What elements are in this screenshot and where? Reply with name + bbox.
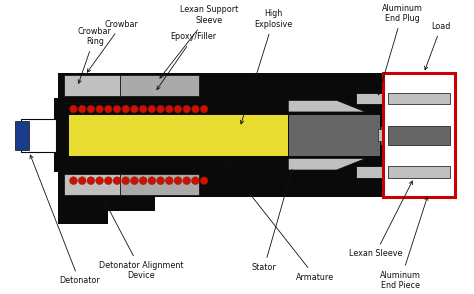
Bar xyxy=(64,174,120,195)
Bar xyxy=(16,121,29,150)
Circle shape xyxy=(104,105,112,113)
Circle shape xyxy=(87,177,95,185)
Text: Aluminum
End Plug: Aluminum End Plug xyxy=(378,4,423,95)
Circle shape xyxy=(200,177,208,185)
Circle shape xyxy=(183,177,191,185)
Text: Crowbar
Ring: Crowbar Ring xyxy=(78,27,112,83)
Circle shape xyxy=(157,105,164,113)
Text: Stator: Stator xyxy=(252,170,293,272)
Circle shape xyxy=(113,105,121,113)
Bar xyxy=(356,93,416,104)
Text: Lexan Sleeve: Lexan Sleeve xyxy=(348,181,412,258)
Bar xyxy=(21,119,56,152)
Polygon shape xyxy=(288,158,365,170)
Circle shape xyxy=(130,177,138,185)
Circle shape xyxy=(96,105,103,113)
Bar xyxy=(383,73,455,197)
Circle shape xyxy=(148,177,156,185)
Circle shape xyxy=(113,177,121,185)
Circle shape xyxy=(165,105,173,113)
Circle shape xyxy=(70,177,77,185)
Bar xyxy=(58,156,377,172)
Text: Lexan Support
Sleeve: Lexan Support Sleeve xyxy=(160,6,238,78)
Bar xyxy=(377,73,414,98)
Circle shape xyxy=(78,177,86,185)
Circle shape xyxy=(122,105,129,113)
Polygon shape xyxy=(337,139,414,172)
Bar xyxy=(288,114,380,156)
Circle shape xyxy=(200,105,208,113)
Circle shape xyxy=(139,177,147,185)
Text: Armature: Armature xyxy=(223,159,335,282)
Text: Load: Load xyxy=(425,22,451,70)
Bar xyxy=(377,172,414,197)
Bar xyxy=(388,166,450,178)
Bar xyxy=(388,126,450,145)
Circle shape xyxy=(122,177,129,185)
Bar xyxy=(120,174,199,195)
Circle shape xyxy=(174,105,182,113)
Bar xyxy=(377,98,414,172)
Circle shape xyxy=(165,177,173,185)
Bar xyxy=(68,114,329,156)
Text: Epoxy/Filler: Epoxy/Filler xyxy=(157,32,217,90)
Text: Detonator Alignment
Device: Detonator Alignment Device xyxy=(99,201,183,280)
Text: Detonator: Detonator xyxy=(30,155,100,285)
Circle shape xyxy=(78,105,86,113)
Bar xyxy=(356,166,416,178)
Polygon shape xyxy=(337,98,414,131)
Bar xyxy=(58,98,377,114)
Polygon shape xyxy=(288,100,365,112)
Bar xyxy=(54,98,70,172)
Circle shape xyxy=(130,105,138,113)
Text: Aluminum
End Piece: Aluminum End Piece xyxy=(380,197,428,290)
Circle shape xyxy=(87,105,95,113)
Text: High
Explosive: High Explosive xyxy=(240,9,293,124)
Bar xyxy=(380,126,417,145)
Circle shape xyxy=(191,105,199,113)
Circle shape xyxy=(70,105,77,113)
Bar xyxy=(64,75,120,96)
Circle shape xyxy=(104,177,112,185)
Bar xyxy=(58,197,155,211)
Bar xyxy=(58,73,377,98)
Circle shape xyxy=(183,105,191,113)
Text: Crowbar: Crowbar xyxy=(87,20,139,72)
Circle shape xyxy=(157,177,164,185)
Bar xyxy=(120,75,199,96)
Bar xyxy=(58,211,109,224)
Circle shape xyxy=(96,177,103,185)
Circle shape xyxy=(139,105,147,113)
Circle shape xyxy=(191,177,199,185)
Circle shape xyxy=(174,177,182,185)
Bar xyxy=(58,172,377,197)
Circle shape xyxy=(148,105,156,113)
Bar xyxy=(378,129,384,141)
Bar xyxy=(388,93,450,104)
